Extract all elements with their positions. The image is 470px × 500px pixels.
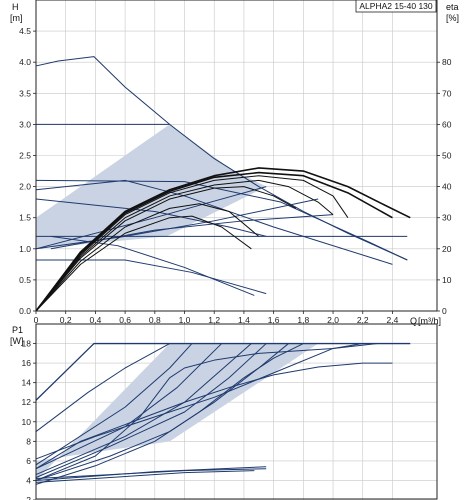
efficiency-tick-label: 0: [442, 306, 447, 316]
head-tick-label: 4.0: [19, 57, 31, 67]
flow-axis-unit: [m³/h]: [418, 316, 441, 326]
head-tick-label: 3.0: [19, 119, 31, 129]
power-chart-series: [35, 342, 411, 485]
flow-tick-label: 1,6: [268, 315, 280, 325]
power-curve: [35, 470, 255, 483]
power-tick-label: 16: [22, 358, 32, 368]
efficiency-curve: [35, 203, 260, 312]
power-chart: 2 4 6 8 10 12 14 16 18 P1 [W]: [10, 323, 438, 500]
head-chart-series: [35, 56, 411, 312]
pump-curve: [50, 235, 255, 296]
head-operating-band: [36, 124, 267, 249]
power-curve: [35, 343, 363, 460]
efficiency-curve: [35, 215, 252, 312]
pump-curve: [35, 186, 267, 250]
efficiency-axis-unit: [%]: [446, 13, 459, 23]
flow-tick-label: 1,8: [297, 315, 309, 325]
head-axis-unit: [m]: [10, 13, 23, 23]
model-label: ALPHA2 15-40 130: [359, 1, 433, 11]
power-curve: [35, 343, 170, 432]
efficiency-curve: [35, 179, 334, 312]
power-curve: [35, 466, 267, 481]
flow-tick-label: 0,8: [149, 315, 161, 325]
power-chart-frame: [35, 323, 438, 500]
flow-axis-label: Q: [410, 316, 417, 326]
efficiency-curve: [35, 171, 393, 312]
head-efficiency-chart: 0.0 0.5 1.0 1.5 2.0 2.5 3.0 3.5 4.0 4.5 0 10 20 30 40 5…: [10, 0, 459, 326]
power-tick-label: 4: [26, 475, 31, 485]
pump-curve: [35, 179, 408, 261]
efficiency-curve: [35, 186, 297, 312]
power-tick-label: 2: [26, 495, 31, 500]
efficiency-curve: [35, 167, 411, 312]
flow-tick-label: 2,2: [357, 315, 369, 325]
head-chart-ticks: 0.0 0.5 1.0 1.5 2.0 2.5 3.0 3.5 4.0 4.5 0 10 20 30 40 5…: [19, 26, 452, 325]
pump-curve: [35, 198, 267, 237]
power-curve: [35, 343, 222, 470]
flow-tick-label: 0: [34, 315, 39, 325]
efficiency-tick-label: 10: [442, 275, 452, 285]
head-tick-label: 2.0: [19, 182, 31, 192]
head-tick-label: 2.5: [19, 151, 31, 161]
head-tick-label: 3.5: [19, 88, 31, 98]
efficiency-curve: [35, 175, 349, 312]
efficiency-tick-label: 50: [442, 151, 452, 161]
power-tick-label: 12: [22, 397, 32, 407]
head-tick-label: 0.0: [19, 306, 31, 316]
flow-tick-label: 0,4: [89, 315, 101, 325]
power-tick-label: 18: [22, 339, 32, 349]
flow-tick-label: 1,0: [179, 315, 191, 325]
pump-curve: [35, 179, 393, 265]
head-chart-grid: [35, 0, 437, 312]
head-tick-label: 1.5: [19, 213, 31, 223]
efficiency-tick-label: 60: [442, 119, 452, 129]
efficiency-tick-label: 40: [442, 182, 452, 192]
power-curve: [35, 343, 289, 481]
efficiency-tick-label: 80: [442, 57, 452, 67]
flow-tick-label: 2,4: [387, 315, 399, 325]
power-chart-ticks: 2 4 6 8 10 12 14 16 18: [22, 339, 36, 500]
flow-tick-label: 0,2: [60, 315, 72, 325]
power-curve: [35, 362, 393, 470]
efficiency-tick-label: 70: [442, 88, 452, 98]
flow-tick-label: 2,0: [327, 315, 339, 325]
head-axis-label: H: [12, 2, 19, 12]
power-tick-label: 6: [26, 456, 31, 466]
power-curve: [35, 342, 411, 401]
power-tick-label: 10: [22, 417, 32, 427]
efficiency-axis-label: eta: [446, 2, 459, 12]
flow-tick-label: 1,4: [238, 315, 250, 325]
head-tick-label: 0.5: [19, 275, 31, 285]
model-label-box: [355, 0, 437, 13]
power-tick-label: 8: [26, 436, 31, 446]
power-curve: [35, 343, 267, 478]
efficiency-tick-label: 20: [442, 244, 452, 254]
flow-tick-label: 1,2: [208, 315, 220, 325]
flow-tick-label: 0,6: [119, 315, 131, 325]
pump-curve: [36, 259, 267, 295]
power-axis-unit: [W]: [10, 336, 24, 346]
head-tick-label: 1.0: [19, 244, 31, 254]
head-tick-label: 4.5: [19, 26, 31, 36]
power-curve: [35, 343, 193, 466]
efficiency-tick-label: 30: [442, 213, 452, 223]
power-axis-label: P1: [12, 325, 23, 335]
power-tick-label: 14: [22, 378, 32, 388]
power-curve: [35, 343, 252, 476]
